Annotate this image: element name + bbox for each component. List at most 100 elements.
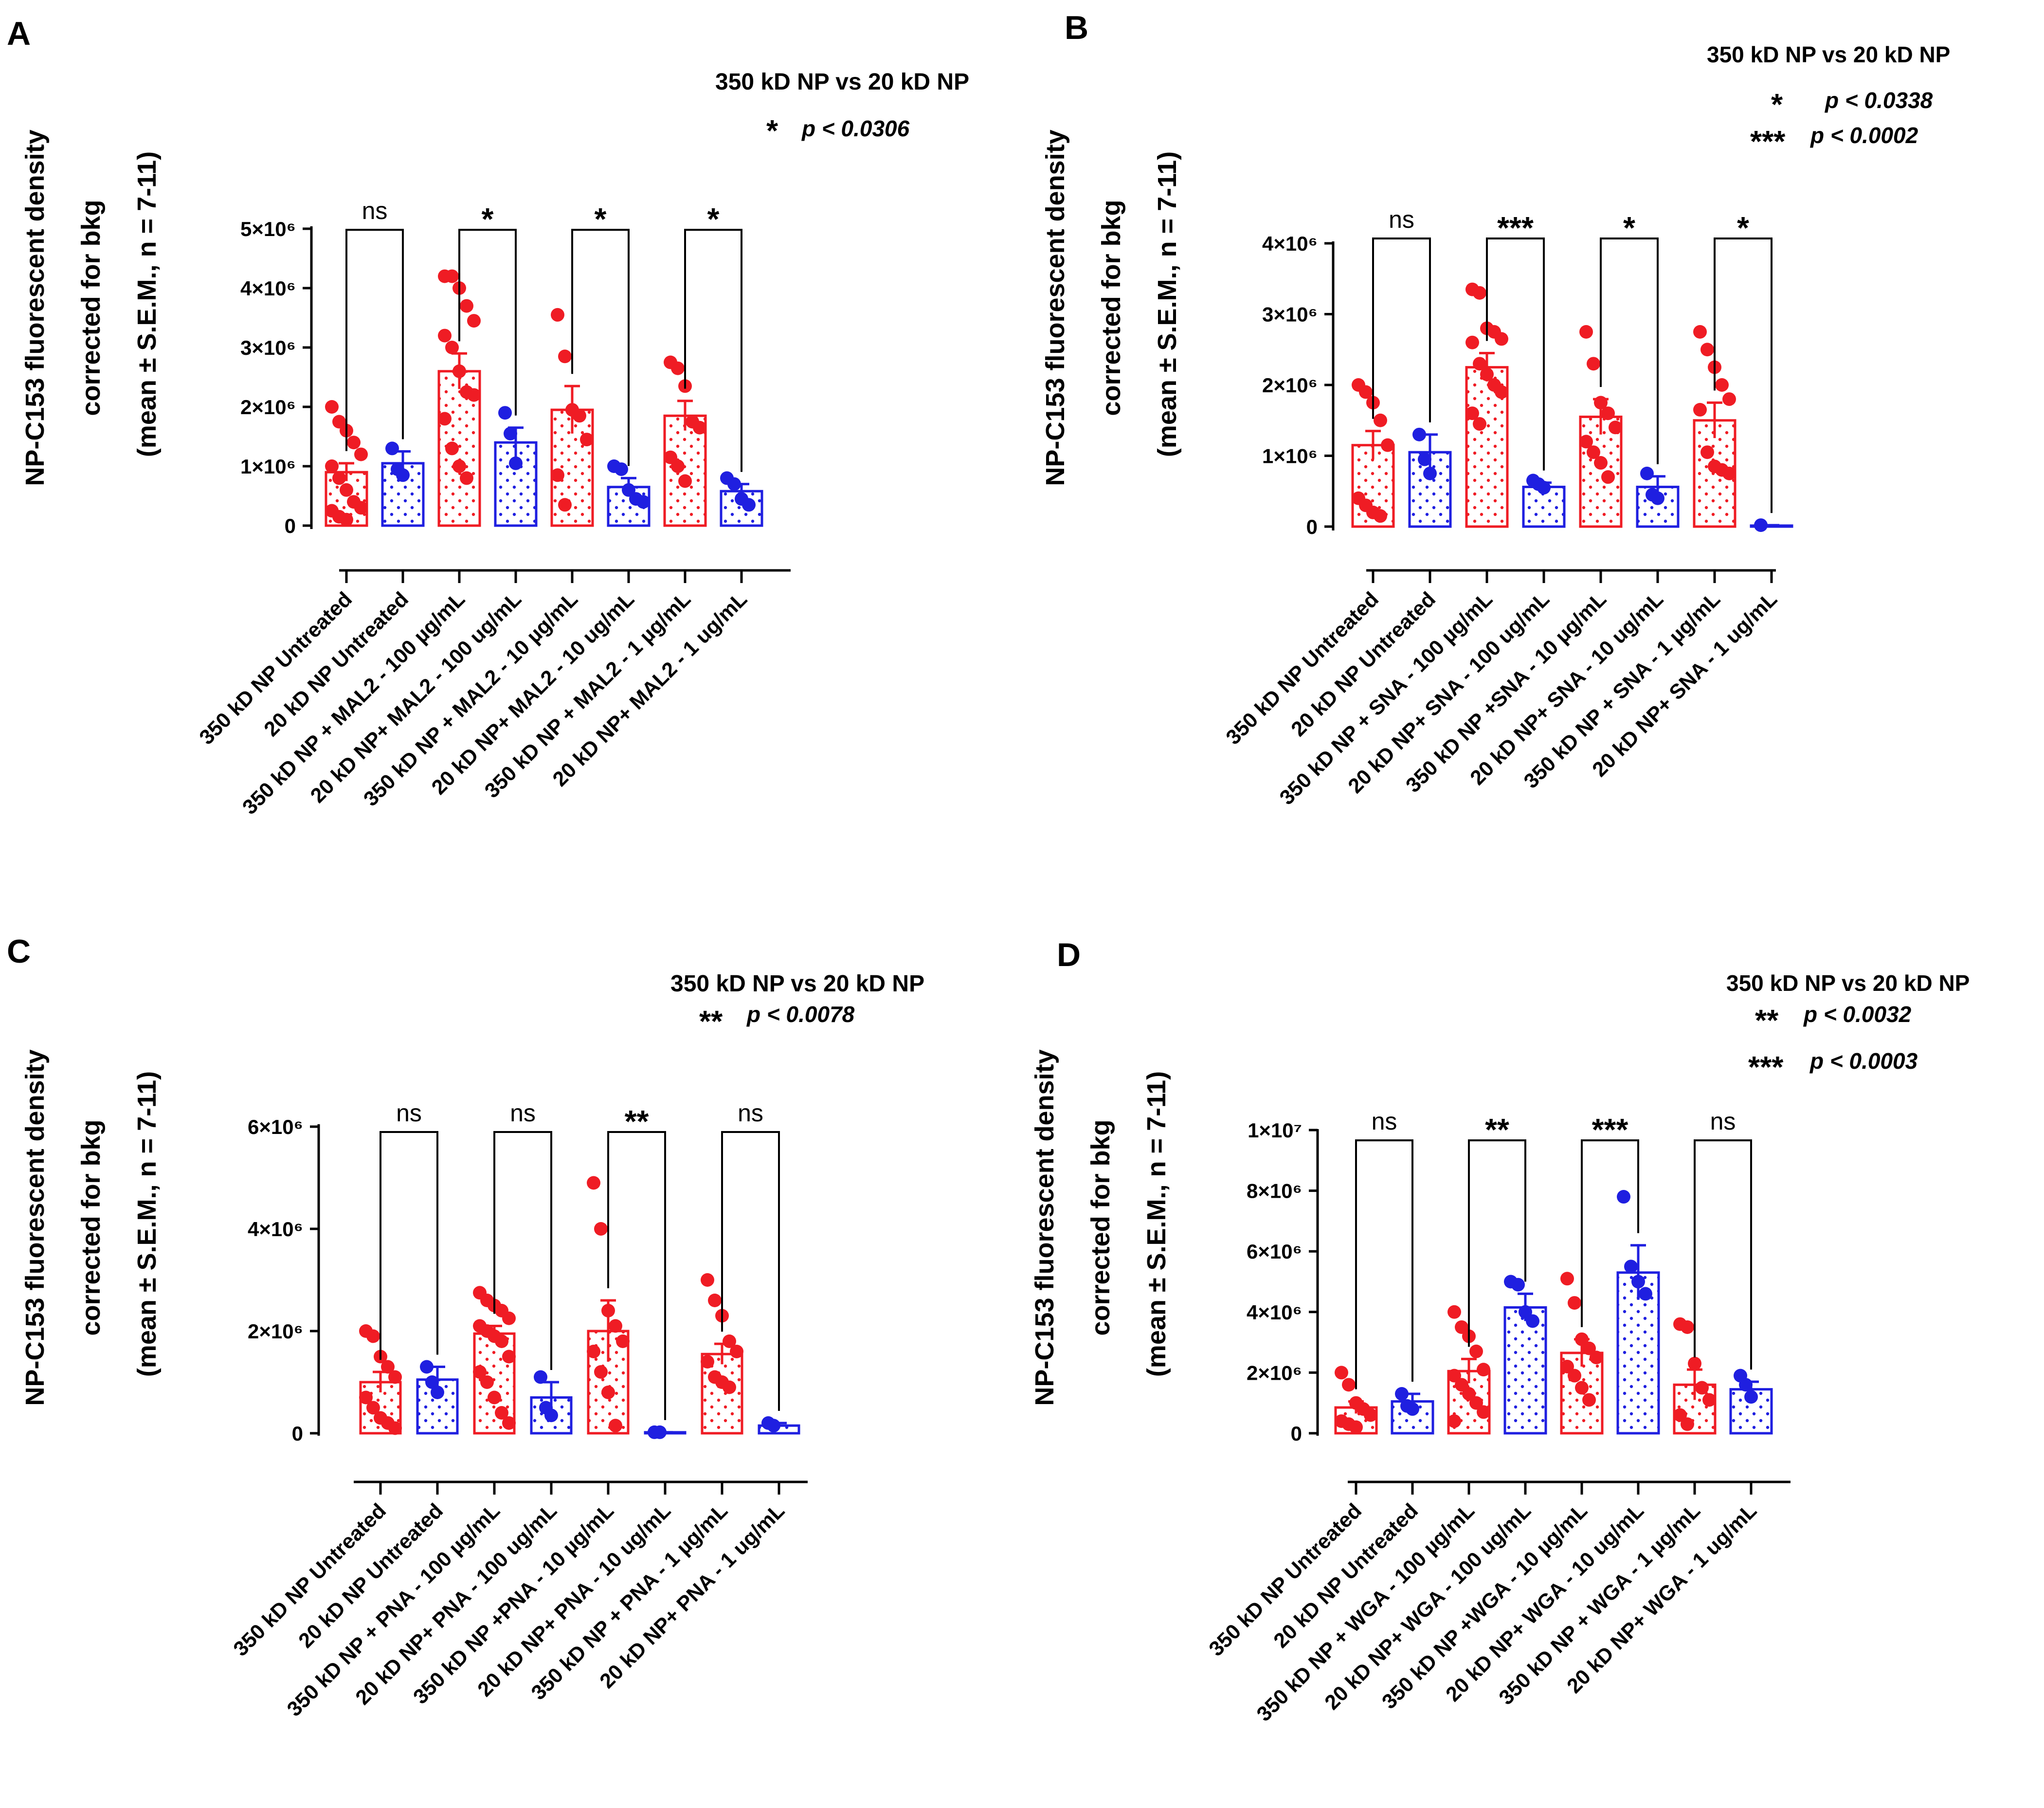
y-tick-label: 2×10⁶ [248, 1320, 303, 1343]
significance-bracket [1372, 237, 1431, 422]
significance-label: * [595, 201, 607, 237]
data-point [1639, 1287, 1652, 1301]
data-point [551, 468, 564, 482]
data-point [1465, 335, 1479, 349]
data-point [1447, 1369, 1461, 1383]
data-point [347, 436, 361, 450]
data-point [587, 1345, 600, 1358]
data-point [1473, 357, 1486, 371]
significance-label: ns [362, 197, 388, 224]
data-point [480, 1375, 494, 1389]
data-point [1526, 1314, 1539, 1328]
data-point [381, 1360, 395, 1374]
data-point [1374, 509, 1387, 523]
significance-label: ns [396, 1099, 422, 1127]
significance-bracket [1600, 237, 1659, 464]
y-tick-label: 5×10⁶ [240, 218, 296, 240]
data-point [1617, 1190, 1630, 1204]
data-point [502, 1416, 516, 1430]
data-point [1651, 491, 1664, 505]
data-point [1624, 1260, 1638, 1274]
x-tick-label: 20 kD NP+ MAL2 - 10 ug/mL [427, 587, 639, 799]
data-point [1374, 413, 1387, 427]
significance-bracket [684, 229, 742, 472]
y-label-line-1: NP-C153 fluorescent density [20, 129, 50, 486]
y-label-line-3: (mean ± S.E.M., n = 7-11) [132, 1071, 162, 1377]
data-point [488, 1390, 501, 1405]
y-tick-label: 1×10⁶ [1262, 445, 1318, 468]
data-point [742, 498, 756, 512]
y-label-line-3: (mean ± S.E.M., n = 7-11) [132, 151, 162, 457]
data-point [615, 462, 628, 476]
data-point [1722, 392, 1736, 406]
y-tick-label: 2×10⁶ [240, 396, 296, 419]
significance-bracket [345, 229, 404, 451]
panel-d: D 350 kD NP vs 20 kD NP ** p < 0.0032 **… [1030, 936, 1970, 1726]
data-point [1700, 445, 1714, 459]
data-point [452, 459, 466, 473]
data-point [495, 1334, 508, 1348]
y-tick-label: 1×10⁶ [240, 455, 296, 478]
data-point [366, 1401, 380, 1415]
data-point [594, 1222, 608, 1236]
data-point [1447, 1305, 1461, 1319]
data-point [467, 314, 481, 328]
pval-line: *** p < 0.0003 [1748, 1048, 1918, 1084]
panel-letter: A [7, 15, 31, 52]
pval-stars: *** [1750, 125, 1786, 159]
significance-label: ** [1485, 1112, 1509, 1147]
data-point [730, 1345, 743, 1358]
y-label-line-3: (mean ± S.E.M., n = 7-11) [1153, 151, 1182, 457]
data-point [601, 1386, 615, 1399]
data-point [1587, 445, 1600, 459]
data-point [1693, 402, 1707, 417]
panel-letter: B [1065, 9, 1088, 46]
data-point [1688, 1356, 1701, 1370]
data-point [1511, 1278, 1525, 1292]
data-point [1412, 427, 1426, 441]
data-point [1568, 1296, 1581, 1310]
data-point [580, 433, 594, 447]
data-point [445, 341, 459, 354]
pval-stars: * [1771, 88, 1783, 122]
data-point [671, 459, 685, 473]
data-point [1601, 406, 1615, 420]
data-point [473, 1365, 487, 1379]
significance-label: *** [1497, 210, 1534, 245]
data-point [1455, 1378, 1468, 1392]
data-point [325, 459, 339, 473]
x-tick-label: 350 kD NP +WGA - 10 µg/mL [1377, 1499, 1592, 1714]
data-point [1359, 385, 1373, 399]
data-point [445, 269, 459, 283]
y-axis-label: NP-C153 fluorescent density corrected fo… [1041, 122, 1182, 486]
data-point [460, 299, 473, 313]
data-point [332, 471, 346, 485]
data-point [534, 1370, 547, 1384]
data-point [1609, 420, 1622, 435]
significance-bracket [380, 1131, 438, 1360]
data-point [438, 412, 452, 426]
data-point [1418, 452, 1431, 466]
significance-bracket [1355, 1139, 1413, 1389]
data-point [1594, 456, 1608, 470]
pval-line: * p < 0.0306 [766, 114, 910, 148]
significance-bracket [571, 229, 630, 466]
pval-line: * p < 0.0338 [1771, 88, 1933, 122]
data-point [509, 456, 523, 470]
y-tick-label: 3×10⁶ [240, 336, 296, 359]
data-point [1455, 1320, 1468, 1334]
significance-bracket [607, 1131, 666, 1420]
data-point [594, 1365, 608, 1379]
y-tick-label: 0 [292, 1422, 303, 1445]
data-point [1560, 1272, 1574, 1286]
y-label-line-1: NP-C153 fluorescent density [1041, 129, 1070, 486]
data-point [1462, 1387, 1476, 1401]
data-point [701, 1273, 714, 1287]
data-point [354, 501, 368, 515]
data-point [1590, 1351, 1603, 1365]
y-axis-label: NP-C153 fluorescent density corrected fo… [20, 1042, 162, 1406]
data-point [460, 471, 473, 485]
